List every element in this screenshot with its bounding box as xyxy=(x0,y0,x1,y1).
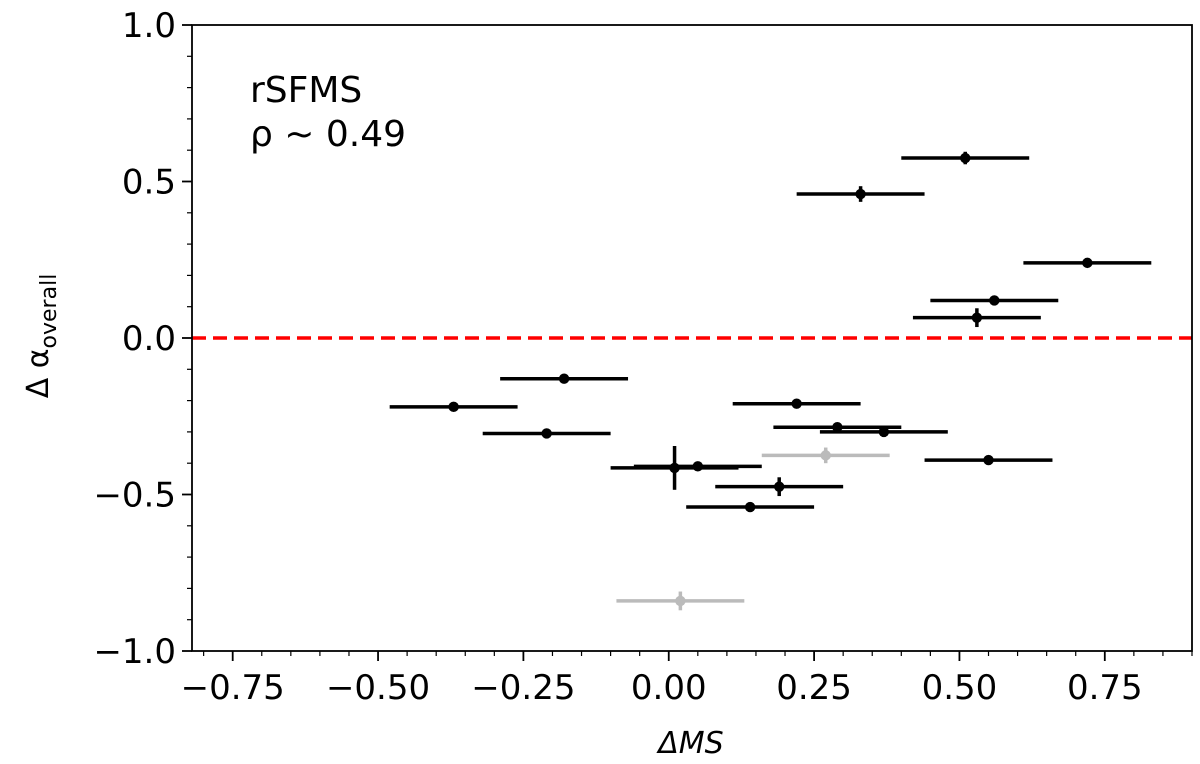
y-axis-title-prefix: Δ α xyxy=(21,348,56,398)
svg-text:Δ αoverall: Δ αoverall xyxy=(21,274,62,399)
included-data-point xyxy=(878,426,890,438)
annotation-correlation: ρ ~ 0.49 xyxy=(250,114,406,155)
axis-ticks: −0.75 −0.50 −0.25 0.00 0.25 0.50 0.75 −1.0 −0.5 0… xyxy=(93,6,1193,708)
included-data-point xyxy=(989,295,1000,306)
included-data-point xyxy=(791,398,802,409)
included-data-point xyxy=(855,188,866,200)
y-tick-label: 0.5 xyxy=(122,163,176,203)
plot-content xyxy=(192,151,1192,611)
excluded-data-point xyxy=(820,450,831,461)
y-tick-label: −0.5 xyxy=(93,476,176,516)
included-data-point xyxy=(692,461,704,472)
included-data-point xyxy=(448,401,459,413)
y-tick-label: −1.0 xyxy=(93,632,176,672)
x-tick-label: −0.50 xyxy=(326,668,430,708)
plot-frame xyxy=(191,24,1193,652)
x-tick-label: −0.75 xyxy=(181,668,285,708)
included-data-point xyxy=(971,312,983,323)
annotation-label: rSFMS xyxy=(250,70,362,111)
y-axis-title-subscript: overall xyxy=(37,274,62,349)
included-data-point xyxy=(1082,257,1093,269)
included-data-point xyxy=(558,373,570,384)
y-axis-title: Δ αoverall xyxy=(21,274,62,399)
excluded-data-point xyxy=(675,595,686,607)
y-tick-label: 0.0 xyxy=(122,319,176,359)
x-tick-label: −0.25 xyxy=(471,668,575,708)
included-data-point xyxy=(983,454,994,466)
y-tick-label: 1.0 xyxy=(122,6,176,46)
x-tick-label: 0.50 xyxy=(922,668,998,708)
included-data-point xyxy=(744,501,756,513)
x-tick-label: 0.00 xyxy=(631,668,707,708)
included-data-point xyxy=(774,481,785,492)
included-data-point xyxy=(832,422,843,433)
included-data-point xyxy=(960,152,971,164)
x-tick-label: 0.25 xyxy=(776,668,852,708)
included-data-point xyxy=(541,428,552,439)
x-axis-title: ΔMS xyxy=(656,726,723,761)
x-tick-label: 0.75 xyxy=(1067,668,1143,708)
